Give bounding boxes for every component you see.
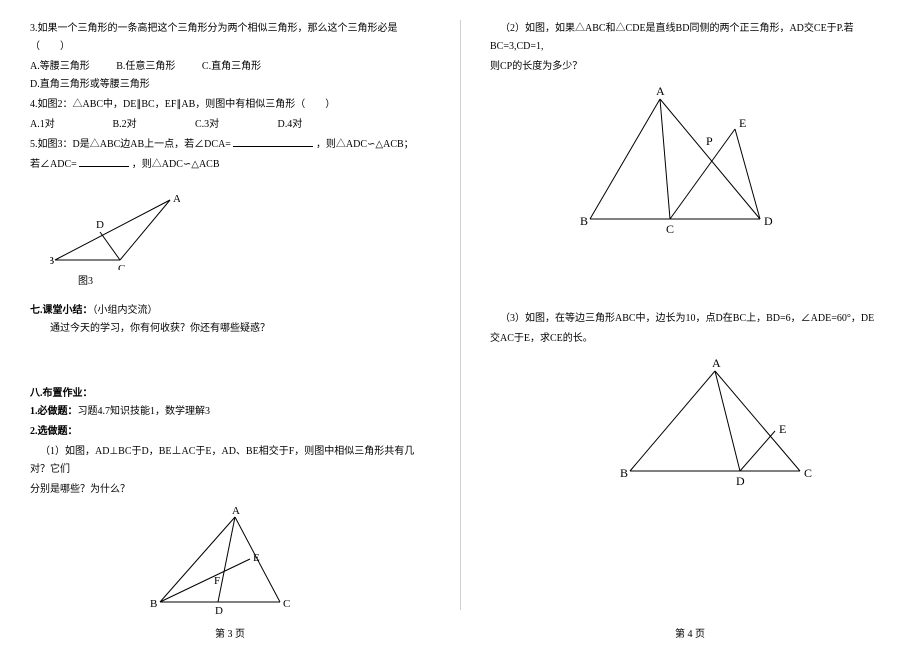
svg-text:D: D [736, 474, 745, 486]
q3a: （3）如图，在等边三角形ABC中，边长为10，点D在BC上，BD=6，∠ADE=… [490, 310, 890, 328]
q5-line2a: 若∠ADC= [30, 159, 77, 170]
q4-choice-d: D.4对 [278, 116, 358, 134]
svg-text:C: C [666, 222, 674, 234]
sec7-text: 通过今天的学习，你有何收获？你还有哪些疑惑？ [30, 320, 430, 338]
q4-choice-c: C.3对 [195, 116, 275, 134]
q5-line2: 若∠ADC= ，则△ADC∽△ACB [30, 156, 430, 174]
svg-text:B: B [620, 466, 628, 480]
q4-choice-b: B.2对 [113, 116, 193, 134]
q5-line1b: ，则△ADC∽△ACB； [316, 139, 414, 150]
q4-choice-a: A.1对 [30, 116, 110, 134]
q4-text: 4.如图2：△ABC中，DE∥BC，EF∥AB，则图中有相似三角形（ ） [30, 96, 430, 114]
q3-choice-a: A.等腰三角形 [30, 58, 90, 76]
hw2-label: 2.选做题： [30, 426, 78, 437]
svg-text:P: P [706, 134, 713, 148]
left-column: 3.如果一个三角形的一条高把这个三角形分为两个相似三角形，那么这个三角形必是（ … [0, 20, 460, 630]
section-7-title: 七.课堂小结：（小组内交流） [30, 301, 430, 316]
q3b: 交AC于E，求CE的长。 [490, 330, 890, 348]
figure-b: A B C D E P [490, 84, 890, 234]
page-number-right: 第 4 页 [460, 625, 920, 640]
svg-text:F: F [214, 575, 220, 587]
q3-text: 3.如果一个三角形的一条高把这个三角形分为两个相似三角形，那么这个三角形必是（ … [30, 20, 430, 56]
svg-text:A: A [173, 193, 180, 205]
figure-a: A B C D E F [30, 507, 430, 617]
svg-text:D: D [96, 219, 104, 231]
right-column: （2）如图，如果△ABC和△CDE是直线BD同侧的两个正三角形，AD交CE于P.… [460, 20, 920, 630]
q3-choice-d: D.直角三角形或等腰三角形 [30, 76, 150, 94]
svg-text:C: C [283, 598, 290, 610]
svg-text:B: B [50, 255, 54, 267]
svg-text:D: D [215, 605, 223, 617]
q5-blank2 [79, 157, 129, 167]
figure-3-caption: 图3 [78, 272, 430, 287]
svg-text:E: E [779, 422, 786, 436]
q3-choices: A.等腰三角形 B.任意三角形 C.直角三角形 D.直角三角形或等腰三角形 [30, 58, 430, 94]
svg-text:D: D [764, 214, 773, 228]
hw2-label-line: 2.选做题： [30, 423, 430, 441]
svg-text:E: E [739, 116, 746, 130]
hw2-q1b: 分别是哪些？为什么？ [30, 481, 430, 499]
q5-blank1 [233, 137, 313, 147]
svg-text:E: E [253, 552, 260, 564]
svg-text:A: A [712, 356, 721, 370]
figure-3: B C A D [50, 190, 430, 270]
page-number-left: 第 3 页 [0, 625, 460, 640]
svg-text:A: A [656, 84, 665, 98]
q2b: 则CP的长度为多少？ [490, 58, 890, 76]
svg-text:B: B [580, 214, 588, 228]
q3-choice-c: C.直角三角形 [202, 58, 261, 76]
q5-line1a: 5.如图3：D是△ABC边AB上一点，若∠DCA= [30, 139, 231, 150]
sec7-title: 七.课堂小结： [30, 305, 93, 316]
q3-choice-b: B.任意三角形 [116, 58, 175, 76]
q5-line2b: ，则△ADC∽△ACB [132, 159, 220, 170]
figure-c: A B C D E [550, 356, 890, 486]
hw1-label: 1.必做题： [30, 406, 78, 417]
svg-text:C: C [118, 263, 125, 270]
q4-choices: A.1对 B.2对 C.3对 D.4对 [30, 116, 430, 134]
q2a: （2）如图，如果△ABC和△CDE是直线BD同侧的两个正三角形，AD交CE于P.… [490, 20, 890, 56]
hw1: 1.必做题：习题4.7知识技能1，数学理解3 [30, 403, 430, 421]
section-8-title: 八.布置作业： [30, 384, 430, 399]
hw2-q1a: （1）如图，AD⊥BC于D，BE⊥AC于E，AD、BE相交于F，则图中相似三角形… [30, 443, 430, 479]
sec7-sub: （小组内交流） [93, 305, 158, 316]
svg-text:C: C [804, 466, 812, 480]
svg-text:A: A [232, 507, 240, 517]
svg-text:B: B [150, 598, 157, 610]
hw1-text: 习题4.7知识技能1，数学理解3 [78, 406, 211, 417]
q5-line1: 5.如图3：D是△ABC边AB上一点，若∠DCA= ，则△ADC∽△ACB； [30, 136, 430, 154]
